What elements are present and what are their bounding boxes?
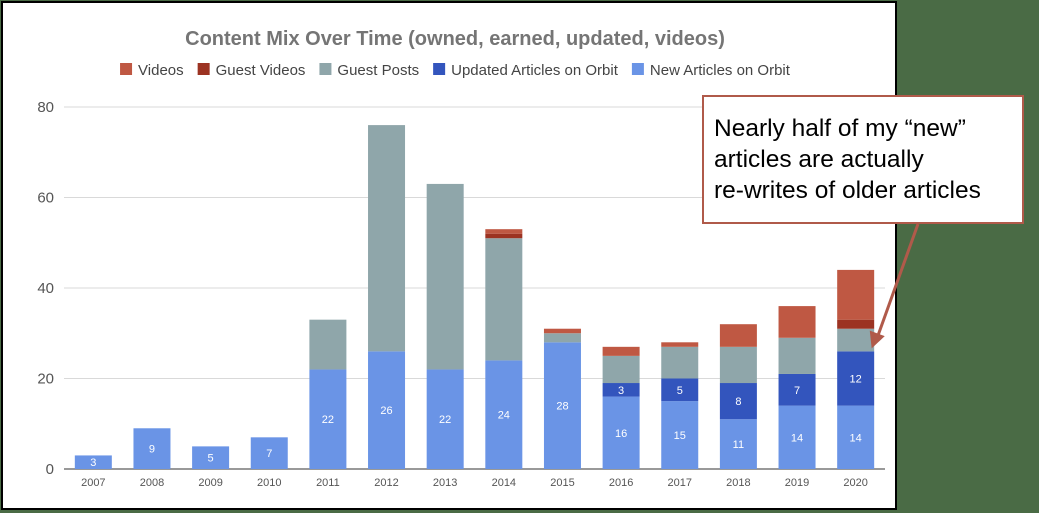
x-tick-label: 2019: [785, 477, 809, 489]
bar-segment: [74, 455, 112, 469]
data-label: 15: [674, 430, 686, 442]
x-tick-label: 2012: [374, 477, 398, 489]
x-tick-label: 2016: [609, 477, 633, 489]
legend-label: Guest Posts: [337, 62, 419, 79]
bar-segment: [602, 355, 640, 384]
bar-segment: [368, 351, 406, 469]
bar-segment: [368, 125, 406, 352]
bar-segment: [485, 233, 523, 239]
chart-frame: Content Mix Over Time (owned, earned, up…: [1, 1, 897, 510]
bar-segment: [602, 383, 640, 397]
chart-svg: Content Mix Over Time (owned, earned, up…: [37, 28, 885, 489]
x-tick-label: 2015: [550, 477, 574, 489]
data-label: 3: [618, 385, 624, 397]
bar-segment: [778, 405, 816, 469]
bar-segment: [426, 183, 464, 370]
x-tick-label: 2009: [198, 477, 222, 489]
y-tick-label: 20: [37, 371, 54, 388]
bar-segment: [426, 369, 464, 469]
data-label: 5: [677, 385, 683, 397]
bar-segment: [719, 346, 757, 384]
data-label: 5: [208, 453, 214, 465]
bar-segment: [661, 401, 699, 469]
y-tick-label: 80: [37, 99, 54, 116]
annotation-box: Nearly half of my “new” articles are act…: [702, 95, 1024, 224]
bar-segment: [837, 319, 875, 329]
data-label: 12: [850, 374, 862, 386]
x-tick-label: 2018: [726, 477, 750, 489]
legend-swatch: [120, 63, 133, 75]
legend-label: Videos: [138, 62, 184, 79]
chart-title: Content Mix Over Time (owned, earned, up…: [185, 28, 725, 50]
bar-segment: [602, 346, 640, 356]
legend-label: Updated Articles on Orbit: [451, 62, 619, 79]
bar-segment: [133, 428, 171, 469]
legend-swatch: [197, 63, 210, 75]
bar-segment: [778, 337, 816, 374]
x-tick-label: 2007: [81, 477, 105, 489]
bar-segment: [661, 342, 699, 347]
bar-segment: [602, 396, 640, 469]
data-label: 14: [850, 432, 862, 444]
bar-segment: [485, 360, 523, 469]
data-label: 8: [735, 396, 741, 408]
data-label: 28: [556, 401, 568, 413]
bar-segment: [778, 306, 816, 338]
x-tick-label: 2011: [316, 477, 340, 489]
y-tick-label: 60: [37, 190, 54, 207]
x-tick-label: 2017: [668, 477, 692, 489]
x-tick-label: 2013: [433, 477, 457, 489]
data-label: 11: [733, 439, 744, 451]
legend-swatch: [319, 63, 332, 75]
bar-segment: [661, 346, 699, 379]
bar-segment: [309, 369, 347, 469]
bar-segment: [543, 328, 581, 334]
y-tick-label: 40: [37, 280, 54, 297]
legend-label: Guest Videos: [216, 62, 306, 79]
bar-segment: [778, 373, 816, 406]
annotation-line: articles are actually: [714, 146, 924, 173]
data-label: 24: [498, 410, 510, 422]
data-label: 3: [90, 457, 96, 469]
x-tick-label: 2008: [140, 477, 164, 489]
data-label: 22: [322, 414, 334, 426]
x-tick-label: 2014: [492, 477, 516, 489]
bar-segment: [837, 405, 875, 469]
bar-segment: [719, 419, 757, 469]
bar-segment: [661, 378, 699, 402]
y-tick-label: 0: [46, 461, 54, 478]
bar-segment: [837, 328, 875, 352]
data-label: 26: [380, 405, 392, 417]
annotation-line: Nearly half of my “new”: [714, 115, 966, 142]
bar-segment: [719, 324, 757, 347]
bar-segment: [309, 319, 347, 370]
bar-segment: [250, 437, 288, 469]
legend-label: New Articles on Orbit: [650, 62, 791, 79]
bar-segment: [719, 383, 757, 420]
annotation-line: re-writes of older articles: [714, 177, 981, 204]
data-label: 14: [791, 432, 803, 444]
bar-segment: [543, 342, 581, 469]
x-tick-label: 2020: [843, 477, 867, 489]
data-label: 7: [794, 385, 800, 397]
bar-segment: [837, 351, 875, 406]
bar-segment: [485, 229, 523, 234]
bar-segment: [485, 238, 523, 361]
bar-segment: [837, 269, 875, 320]
bar-segment: [192, 446, 230, 469]
data-label: 7: [266, 448, 272, 460]
legend-swatch: [433, 63, 446, 75]
data-label: 16: [615, 428, 627, 440]
x-tick-label: 2010: [257, 477, 281, 489]
data-label: 9: [149, 444, 155, 456]
legend-swatch: [631, 63, 644, 75]
data-label: 22: [439, 414, 451, 426]
bar-segment: [543, 333, 581, 343]
